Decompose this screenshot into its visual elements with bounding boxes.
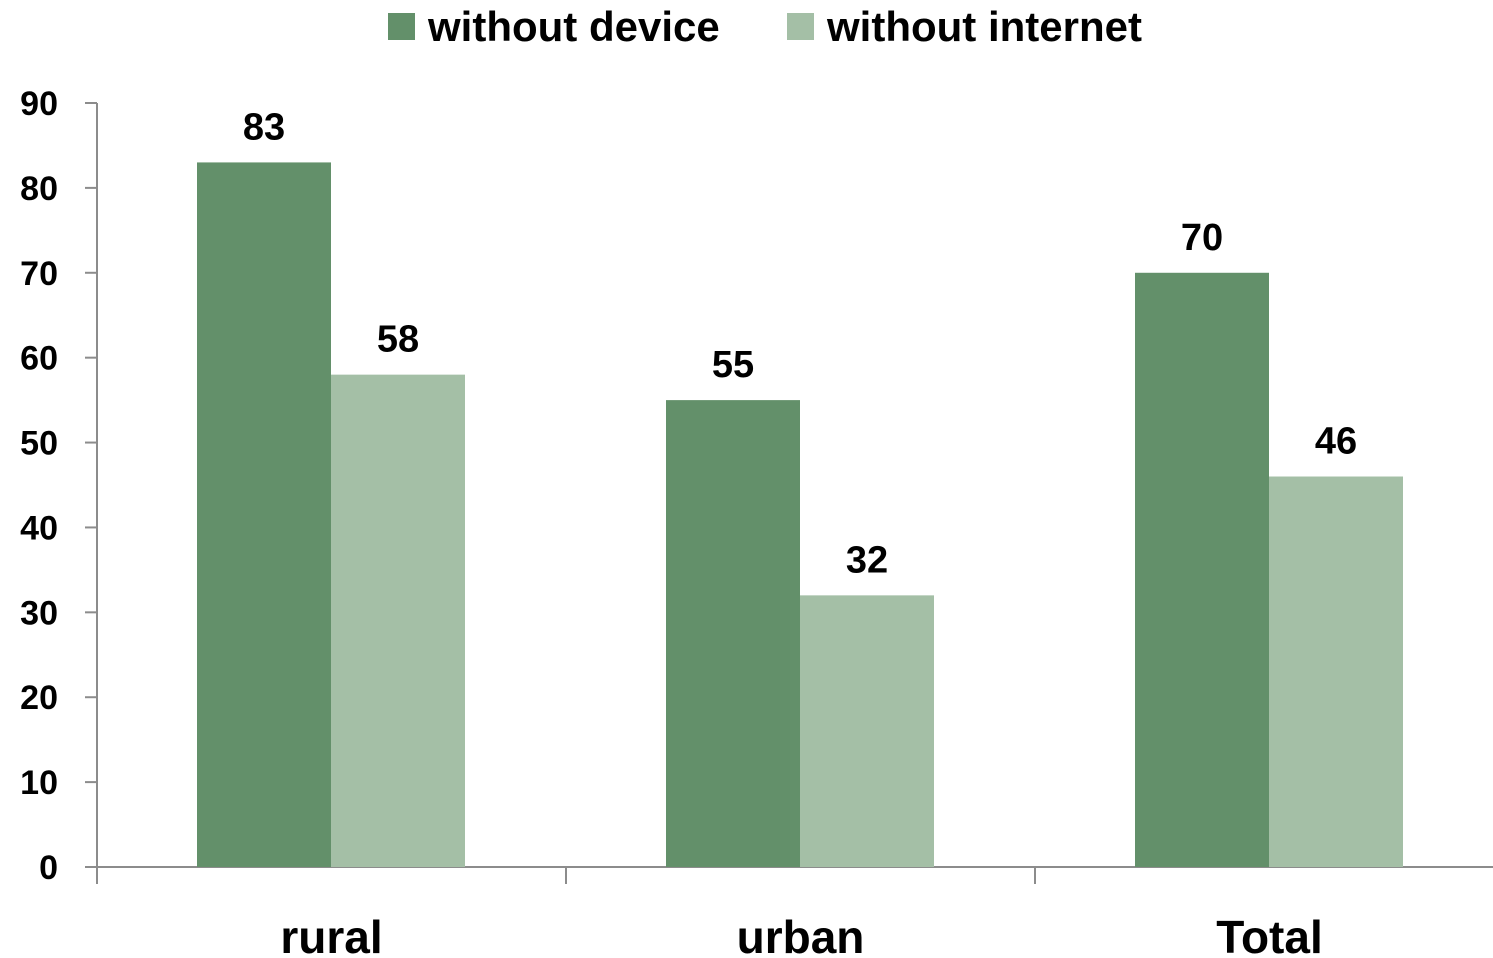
y-axis: 0 10 20 30 40 50 60 70 80 90	[20, 85, 98, 887]
x-category-label: Total	[1216, 911, 1322, 958]
y-tick-label: 60	[20, 340, 58, 378]
bar	[800, 595, 934, 867]
y-tick-label: 0	[39, 849, 58, 887]
y-tick-label: 20	[20, 679, 58, 717]
data-label: 83	[243, 106, 285, 148]
legend-label-without-device: without device	[427, 3, 720, 50]
bars	[197, 162, 1403, 867]
legend-label-without-internet: without internet	[826, 3, 1142, 50]
bar	[1269, 476, 1403, 867]
x-axis: rural urban Total	[96, 866, 1493, 958]
data-label: 55	[712, 344, 754, 386]
y-tick-label: 80	[20, 170, 58, 208]
bar	[666, 400, 800, 867]
bar	[331, 374, 465, 867]
y-tick-label: 50	[20, 425, 58, 463]
legend-swatch-without-internet	[787, 13, 814, 40]
y-tick-label: 40	[20, 509, 58, 547]
x-category-label: urban	[737, 911, 865, 958]
bar	[1135, 272, 1269, 867]
data-label: 32	[846, 539, 888, 581]
x-category-label: rural	[280, 911, 382, 958]
y-tick-label: 10	[20, 764, 58, 802]
data-label: 46	[1315, 421, 1357, 463]
legend: without device without internet	[388, 3, 1142, 50]
y-tick-label: 70	[20, 255, 58, 293]
data-labels: 83 55 70 58 32 46	[243, 106, 1357, 581]
y-tick-label: 30	[20, 594, 58, 632]
legend-swatch-without-device	[388, 13, 415, 40]
data-label: 58	[377, 319, 419, 361]
data-label: 70	[1181, 217, 1223, 259]
y-tick-label: 90	[20, 85, 58, 123]
bar	[197, 162, 331, 867]
